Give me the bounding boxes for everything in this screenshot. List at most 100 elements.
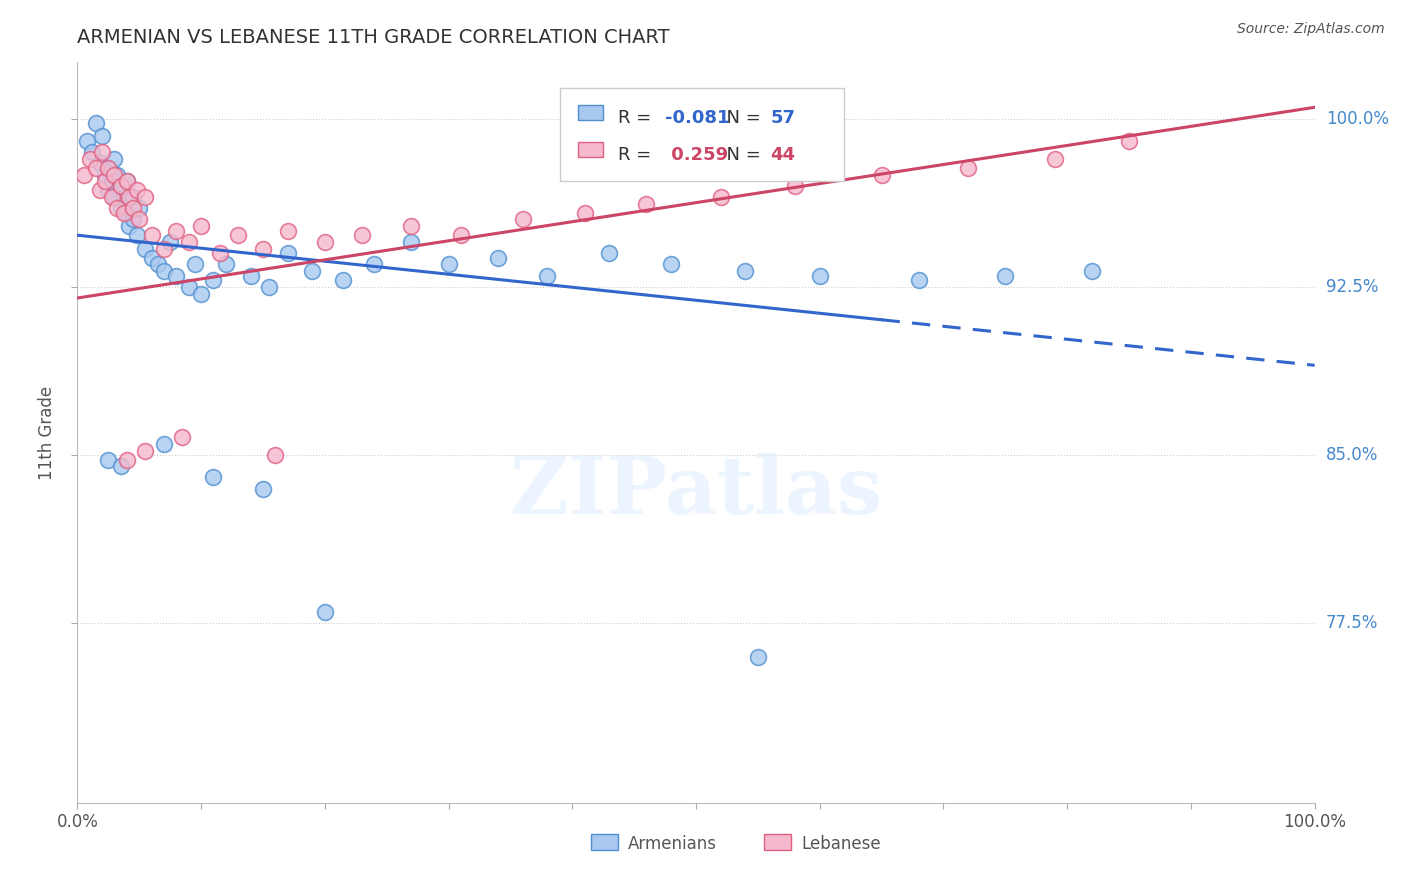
Point: [277, 246, 299, 260]
Point: [105, 201, 128, 215]
Text: 0.259: 0.259: [665, 146, 728, 164]
Point: [277, 224, 299, 238]
Point: [598, 246, 620, 260]
Text: R =: R =: [619, 146, 657, 164]
Point: [89, 183, 111, 197]
Point: [1118, 134, 1140, 148]
Point: [252, 242, 274, 256]
Point: [710, 190, 733, 204]
Point: [91, 145, 114, 160]
Point: [486, 251, 509, 265]
Point: [118, 219, 141, 234]
Point: [93, 168, 115, 182]
Point: [134, 242, 156, 256]
Point: [226, 228, 249, 243]
Point: [134, 190, 156, 204]
Point: [350, 228, 373, 243]
Point: [125, 183, 148, 197]
Text: Lebanese: Lebanese: [801, 836, 880, 854]
Point: [184, 257, 207, 271]
Point: [437, 257, 460, 271]
Text: 77.5%: 77.5%: [1326, 615, 1378, 632]
Point: [450, 228, 472, 243]
Point: [636, 196, 658, 211]
Point: [153, 264, 176, 278]
Text: 44: 44: [770, 146, 796, 164]
Point: [122, 190, 145, 204]
Point: [76, 134, 98, 148]
Text: R =: R =: [619, 109, 657, 127]
Point: [128, 201, 150, 215]
Point: [177, 280, 200, 294]
Point: [401, 219, 423, 234]
Point: [97, 161, 120, 175]
Point: [122, 201, 145, 215]
Point: [91, 129, 114, 144]
Point: [301, 264, 323, 278]
Point: [79, 152, 101, 166]
Point: [93, 174, 115, 188]
Point: [97, 452, 120, 467]
Point: [512, 212, 534, 227]
FancyBboxPatch shape: [560, 88, 845, 181]
Point: [257, 280, 280, 294]
Point: [153, 242, 176, 256]
Point: [808, 268, 831, 283]
Point: [734, 264, 756, 278]
Point: [536, 268, 558, 283]
Point: [115, 452, 138, 467]
Point: [202, 470, 225, 484]
Point: [165, 224, 187, 238]
Point: [264, 448, 287, 462]
Point: [190, 219, 212, 234]
Point: [783, 178, 806, 193]
Point: [103, 168, 125, 182]
Point: [128, 212, 150, 227]
Point: [141, 228, 163, 243]
Point: [314, 605, 336, 619]
Point: [314, 235, 336, 249]
Point: [115, 206, 138, 220]
Text: ARMENIAN VS LEBANESE 11TH GRADE CORRELATION CHART: ARMENIAN VS LEBANESE 11TH GRADE CORRELAT…: [77, 28, 669, 47]
Point: [122, 212, 145, 227]
Point: [103, 190, 125, 204]
Text: 92.5%: 92.5%: [1326, 277, 1378, 296]
Text: Armenians: Armenians: [628, 836, 717, 854]
Point: [112, 206, 135, 220]
Point: [190, 286, 212, 301]
Point: [574, 206, 596, 220]
Text: N =: N =: [714, 109, 766, 127]
Point: [125, 228, 148, 243]
Point: [165, 268, 187, 283]
Point: [110, 459, 132, 474]
Point: [747, 650, 769, 665]
Point: [1043, 152, 1066, 166]
Point: [363, 257, 385, 271]
Point: [252, 482, 274, 496]
Point: [101, 174, 124, 188]
Point: [172, 430, 194, 444]
FancyBboxPatch shape: [591, 834, 619, 850]
Point: [72, 168, 94, 182]
Text: ZIPatlas: ZIPatlas: [510, 453, 882, 531]
Point: [97, 161, 120, 175]
Text: -0.081: -0.081: [665, 109, 730, 127]
Point: [105, 168, 128, 182]
Point: [82, 145, 104, 160]
Point: [134, 443, 156, 458]
Point: [110, 201, 132, 215]
Point: [401, 235, 423, 249]
Point: [110, 178, 132, 193]
Point: [957, 161, 980, 175]
Point: [110, 178, 132, 193]
Point: [159, 235, 181, 249]
Point: [89, 156, 111, 170]
Point: [177, 235, 200, 249]
Point: [103, 152, 125, 166]
Point: [332, 273, 354, 287]
Point: [907, 273, 929, 287]
Text: N =: N =: [714, 146, 766, 164]
Point: [84, 116, 107, 130]
Text: 57: 57: [770, 109, 796, 127]
Point: [659, 257, 682, 271]
